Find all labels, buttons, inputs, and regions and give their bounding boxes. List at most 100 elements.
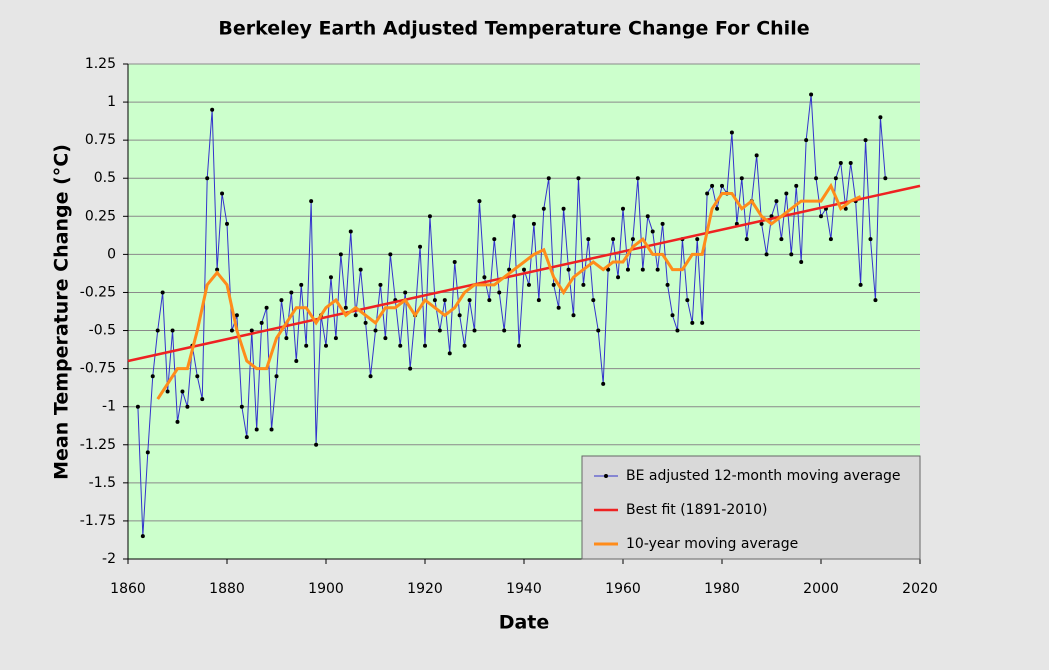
data-point [299, 282, 304, 287]
data-point [497, 290, 502, 295]
legend-box [581, 455, 921, 560]
y-tick-label: -1.75 [80, 513, 116, 529]
data-point [685, 298, 690, 303]
data-point [180, 389, 185, 394]
y-tick-label: -0.25 [80, 284, 116, 300]
data-point [145, 450, 150, 455]
data-point [843, 206, 848, 211]
data-point [591, 298, 596, 303]
data-point [695, 237, 700, 242]
y-tick-label: -0.75 [80, 361, 116, 377]
x-tick-label: 1940 [506, 581, 542, 597]
series-line [156, 182, 862, 400]
data-point [467, 298, 472, 303]
series-line [127, 184, 921, 363]
data-point [333, 336, 338, 341]
data-point [135, 404, 140, 409]
data-point [531, 221, 536, 226]
data-point [175, 419, 180, 424]
data-point [670, 313, 675, 318]
data-point [556, 305, 561, 310]
y-tick-label: -2 [102, 551, 116, 567]
data-point [423, 343, 427, 348]
data-point [150, 374, 155, 379]
data-point [665, 282, 670, 287]
data-point [512, 214, 517, 219]
data-point [507, 267, 512, 272]
data-point [502, 328, 507, 333]
x-tick-label: 1920 [407, 581, 443, 597]
y-tick-label: 0.75 [85, 132, 116, 148]
data-point [200, 397, 205, 402]
y-tick-label: 1.25 [85, 56, 116, 72]
data-point [517, 343, 522, 348]
data-point [616, 275, 621, 280]
data-point [764, 252, 769, 257]
y-tick-label: -1.5 [89, 475, 116, 491]
data-point [398, 343, 403, 348]
data-point [759, 221, 764, 226]
data-point [225, 221, 229, 226]
data-point [566, 267, 571, 272]
data-point [630, 237, 635, 242]
data-point [215, 267, 220, 272]
data-point [526, 282, 531, 287]
data-point [739, 176, 744, 181]
data-point [828, 237, 833, 242]
data-point [363, 320, 368, 325]
data-point [868, 237, 873, 242]
data-point [239, 404, 244, 409]
data-point [378, 282, 383, 287]
data-point [819, 214, 823, 219]
y-tick-label: 0 [107, 246, 116, 262]
x-tick-label: 2020 [902, 581, 938, 597]
data-point [477, 199, 482, 204]
y-axis-label: Mean Temperature Change (°C) [51, 144, 73, 480]
data-point [729, 130, 734, 135]
data-point [794, 183, 799, 188]
data-point [596, 328, 601, 333]
y-tick-label: -1 [102, 399, 116, 415]
data-point [373, 328, 378, 333]
data-point [878, 115, 883, 120]
data-point [304, 343, 309, 348]
data-point [452, 260, 457, 264]
data-point [561, 206, 566, 211]
data-point [804, 138, 809, 143]
data-point [264, 305, 269, 310]
data-point [541, 206, 546, 211]
data-point [655, 267, 660, 272]
data-point [432, 298, 437, 303]
data-point [645, 214, 650, 219]
data-point [720, 183, 724, 188]
data-point [155, 328, 160, 333]
data-point [170, 328, 175, 333]
data-point [427, 214, 432, 219]
data-point [259, 320, 264, 325]
data-point [437, 328, 442, 333]
data-point [165, 389, 170, 394]
y-tick-label: 1 [107, 94, 116, 110]
data-point [269, 427, 274, 432]
data-point [581, 282, 586, 287]
data-point [848, 161, 853, 165]
data-point [274, 374, 279, 379]
data-point [442, 298, 447, 303]
data-point [833, 176, 838, 181]
data-point [650, 229, 655, 234]
data-point [744, 237, 749, 242]
data-point [601, 381, 606, 386]
data-point [705, 191, 710, 196]
data-point [482, 275, 487, 280]
data-point [883, 176, 888, 181]
data-point [675, 328, 680, 333]
data-point [328, 275, 333, 280]
data-point [809, 92, 814, 97]
data-point [205, 176, 210, 181]
chart-title: Berkeley Earth Adjusted Temperature Chan… [218, 18, 809, 40]
data-point [234, 313, 239, 318]
legend-label: 10-year moving average [626, 536, 798, 552]
data-point [611, 237, 616, 242]
